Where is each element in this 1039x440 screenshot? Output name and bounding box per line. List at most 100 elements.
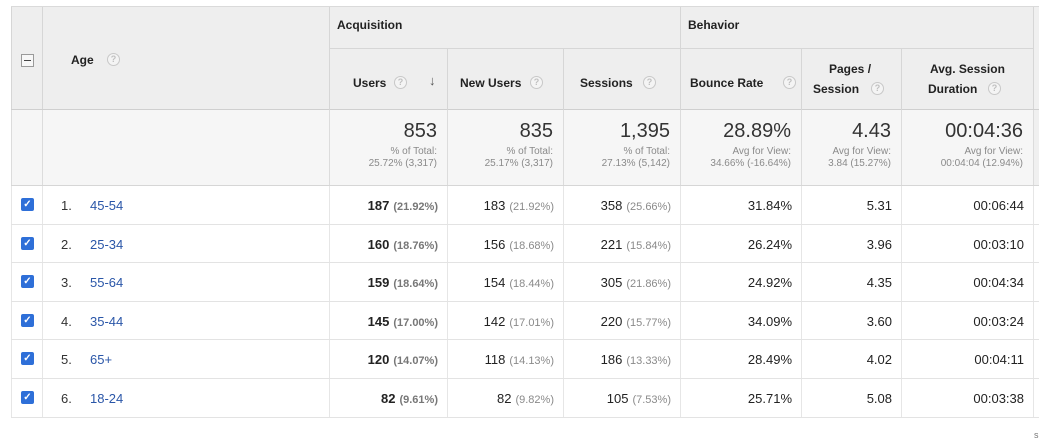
- row-new-users: 118 (14.13%): [485, 352, 554, 367]
- row-pages-value: 3.96: [866, 236, 892, 252]
- new-users-column-header[interactable]: New Users ?: [447, 49, 563, 111]
- totals-avg-duration-value: 00:04:36: [945, 120, 1023, 142]
- users-column-header[interactable]: Users ? ↓: [329, 49, 447, 111]
- row-dimension-cell: 2. 25-34: [42, 224, 329, 263]
- row-new-users-cell: 82 (9.82%): [447, 379, 563, 417]
- table-row: ✓ 1. 45-54 187 (21.92%) 183 (21.92%) 358 (2…: [11, 186, 1039, 225]
- row-index: 3.: [61, 275, 72, 291]
- behavior-group-header: Behavior: [680, 7, 1033, 49]
- bounce-rate-help-icon[interactable]: ?: [783, 76, 796, 89]
- row-dimension-cell: 3. 55-64: [42, 263, 329, 301]
- row-sessions: 220 (15.77%): [601, 314, 671, 329]
- row-check-cell: ✓: [11, 340, 42, 378]
- pages-session-help-icon[interactable]: ?: [871, 82, 884, 95]
- row-users: 120 (14.07%): [368, 352, 438, 367]
- row-new-users-pct: (9.82%): [515, 394, 554, 406]
- row-dimension-cell: 1. 45-54: [42, 186, 329, 224]
- sessions-help-icon[interactable]: ?: [643, 76, 656, 89]
- age-link[interactable]: 25-34: [90, 236, 124, 252]
- table-row: ✓ 4. 35-44 145 (17.00%) 142 (17.01%) 220 (1…: [11, 301, 1039, 341]
- totals-row: 853 % of Total: 25.72% (3,317) 835 % of …: [11, 110, 1039, 186]
- new-users-header-label: New Users: [460, 76, 522, 90]
- row-sessions-pct: (7.53%): [632, 394, 671, 406]
- totals-new-users-caption: % of Total:: [506, 146, 553, 157]
- row-index: 2.: [61, 236, 72, 252]
- sessions-column-header[interactable]: Sessions ?: [563, 49, 680, 111]
- totals-check-cell: [11, 110, 42, 185]
- row-check-cell: ✓: [11, 301, 42, 340]
- row-check-cell: ✓: [11, 263, 42, 301]
- row-users: 145 (17.00%): [368, 314, 438, 329]
- row-new-users: 154 (18.44%): [484, 275, 554, 290]
- row-users-cell: 82 (9.61%): [329, 379, 447, 417]
- row-new-users-value: 183: [483, 198, 506, 213]
- row-edge: [1033, 186, 1039, 224]
- row-users: 187 (21.92%): [368, 198, 438, 213]
- row-bounce-value: 28.49%: [747, 352, 792, 368]
- row-new-users-pct: (14.13%): [509, 355, 554, 368]
- totals-label-cell: [42, 110, 329, 185]
- bounce-rate-column-header[interactable]: Bounce Rate ?: [680, 49, 801, 111]
- row-users: 160 (18.76%): [368, 237, 438, 252]
- totals-bounce-rate: 28.89% Avg for View: 34.66% (-16.64%): [680, 110, 801, 185]
- totals-sessions-value: 1,395: [619, 120, 670, 142]
- table-row: ✓ 6. 18-24 82 (9.61%) 82 (9.82%) 105 (7.53%…: [11, 379, 1039, 418]
- sessions-header-label: Sessions: [580, 76, 633, 90]
- row-sessions: 186 (13.33%): [601, 352, 671, 367]
- dimension-header[interactable]: Age ?: [42, 7, 329, 109]
- row-index: 4.: [61, 313, 72, 329]
- totals-avg-duration-caption: Avg for View:: [964, 146, 1023, 157]
- sort-descending-icon[interactable]: ↓: [429, 73, 436, 88]
- row-users-cell: 160 (18.76%): [329, 224, 447, 263]
- totals-pages-session: 4.43 Avg for View: 3.84 (15.27%): [801, 110, 901, 185]
- row-edge: [1033, 379, 1039, 417]
- age-help-icon[interactable]: ?: [107, 53, 120, 66]
- row-users-cell: 145 (17.00%): [329, 301, 447, 340]
- row-duration-cell: 00:04:34: [901, 263, 1033, 301]
- age-link[interactable]: 55-64: [90, 275, 124, 291]
- new-users-help-icon[interactable]: ?: [530, 76, 543, 89]
- row-pages-value: 4.02: [866, 352, 892, 368]
- row-new-users: 82 (9.82%): [497, 391, 554, 406]
- row-new-users: 156 (18.68%): [484, 237, 554, 252]
- age-link[interactable]: 35-44: [90, 313, 124, 329]
- row-sessions-value: 221: [600, 236, 623, 252]
- row-duration-value: 00:03:10: [973, 236, 1024, 252]
- row-checkbox[interactable]: ✓: [21, 391, 34, 404]
- row-duration-value: 00:06:44: [973, 198, 1024, 213]
- age-link[interactable]: 45-54: [90, 198, 124, 213]
- totals-pages-session-value: 4.43: [852, 120, 891, 142]
- avg-duration-column-header[interactable]: Avg. Session Duration ?: [901, 49, 1033, 111]
- row-duration-cell: 00:03:10: [901, 224, 1033, 263]
- row-new-users-pct: (17.01%): [509, 316, 554, 329]
- row-edge: [1033, 263, 1039, 301]
- row-bounce-cell: 34.09%: [680, 301, 801, 340]
- users-help-icon[interactable]: ?: [394, 76, 407, 89]
- row-checkbox[interactable]: ✓: [21, 198, 34, 211]
- row-users-value: 145: [367, 313, 390, 329]
- row-bounce-cell: 26.24%: [680, 224, 801, 263]
- row-pages-cell: 4.35: [801, 263, 901, 301]
- row-new-users-cell: 156 (18.68%): [447, 224, 563, 263]
- age-link[interactable]: 65+: [90, 352, 113, 368]
- row-sessions-pct: (15.84%): [626, 239, 671, 252]
- row-bounce-value: 24.92%: [747, 275, 792, 291]
- row-checkbox[interactable]: ✓: [21, 352, 34, 366]
- row-users-cell: 187 (21.92%): [329, 186, 447, 224]
- pages-session-header-line2: Session: [813, 82, 860, 96]
- row-new-users-cell: 118 (14.13%): [447, 340, 563, 378]
- row-checkbox[interactable]: ✓: [21, 275, 34, 289]
- row-users-value: 187: [367, 198, 390, 213]
- footer-fragment: s: [1034, 430, 1039, 440]
- row-sessions-cell: 186 (13.33%): [563, 340, 680, 378]
- row-users: 159 (18.64%): [368, 275, 438, 290]
- row-duration-cell: 00:03:38: [901, 379, 1033, 417]
- row-users: 82 (9.61%): [381, 391, 438, 406]
- age-link[interactable]: 18-24: [90, 391, 124, 406]
- row-checkbox[interactable]: ✓: [21, 236, 34, 250]
- row-new-users-value: 142: [483, 313, 506, 329]
- select-all-checkbox[interactable]: [21, 54, 34, 67]
- avg-duration-help-icon[interactable]: ?: [988, 82, 1001, 95]
- row-checkbox[interactable]: ✓: [21, 313, 34, 327]
- pages-session-column-header[interactable]: Pages / Session ?: [801, 49, 901, 111]
